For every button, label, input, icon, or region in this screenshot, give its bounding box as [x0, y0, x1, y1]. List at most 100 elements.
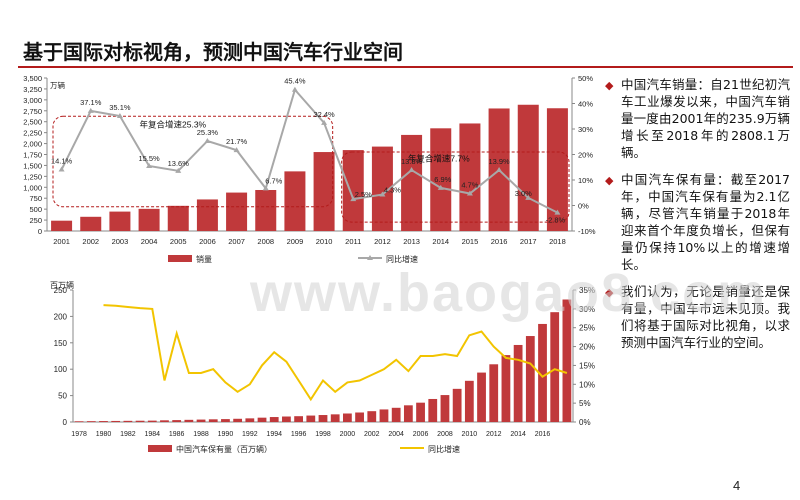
right-tick-label: 35% [579, 286, 595, 295]
ownership-bar [147, 420, 157, 422]
ownership-bar [501, 355, 511, 422]
ownership-bar [440, 395, 450, 422]
ownership-bar [306, 415, 316, 422]
growth-marker [437, 184, 444, 190]
ownership-bar [538, 323, 547, 422]
ownership-bar [428, 398, 438, 422]
ownership-bar [318, 415, 328, 422]
ownership-bar [403, 405, 413, 422]
diamond-bullet-icon: ◆ [605, 286, 614, 299]
ownership-bar [135, 420, 145, 422]
growth-data-label: -2.8% [546, 216, 566, 225]
diamond-bullet-icon: ◆ [605, 174, 614, 187]
growth-marker [58, 166, 65, 172]
growth-marker [146, 162, 153, 168]
left-tick-label: 3,500 [23, 74, 42, 83]
sales-bar [546, 108, 568, 231]
growth-marker [175, 167, 182, 173]
bullet-text: 中国汽车保有量：截至2017年，中国汽车保有量为2.1亿辆，尽管汽车销量于201… [621, 172, 790, 272]
growth-marker [87, 107, 94, 113]
growth-marker [321, 119, 328, 125]
right-tick-label: 15% [579, 361, 595, 370]
left-tick-label: 1,000 [23, 183, 42, 192]
growth-data-label: 15.5% [138, 154, 160, 163]
growth-marker [116, 112, 123, 118]
ownership-bar [99, 421, 108, 422]
x-tick-label: 2000 [340, 431, 356, 438]
left-tick-label: 50 [58, 392, 67, 401]
sales-bar [255, 189, 277, 231]
x-tick-label: 2012 [374, 237, 391, 246]
x-tick-label: 2003 [112, 237, 129, 246]
legend-label-sales: 销量 [196, 254, 212, 264]
growth-data-label: 14.1% [51, 157, 73, 166]
growth-line [60, 87, 558, 214]
bullet-item-outlook: ◆ 我们认为，无论是销量还是保有量，中国车市远未见顶。我们将基于国际对比视角，以… [605, 283, 790, 351]
growth-marker [379, 191, 386, 197]
page-title: 基于国际对标视角，预测中国汽车行业空间 [23, 40, 403, 64]
ownership-bar [513, 344, 523, 422]
growth-marker [262, 185, 269, 191]
ownership-bar [391, 407, 401, 422]
ownership-bar [245, 418, 255, 422]
x-tick-label: 2014 [432, 237, 449, 246]
growth-data-label: 4.3% [384, 186, 401, 195]
left-tick-label: 1,750 [23, 151, 42, 160]
cagr-box-2011-2018 [341, 151, 570, 223]
growth-marker [554, 209, 561, 215]
ownership-bar [477, 372, 486, 422]
ownership-bar [86, 421, 96, 422]
x-tick-label: 1984 [144, 431, 160, 438]
x-tick-label: 2010 [462, 431, 478, 438]
cagr-annotation: 年复合增速7.7% [408, 153, 470, 163]
bullet-list: ◆ 中国汽车销量：自21世纪初汽车工业爆发以来，中国汽车销量一度由2001年的2… [605, 76, 790, 361]
ownership-bar [233, 418, 243, 422]
x-tick-label: 1986 [169, 431, 185, 438]
sales-bar [196, 199, 218, 231]
x-tick-label: 2008 [437, 431, 453, 438]
x-tick-label: 2015 [462, 237, 479, 246]
ownership-bar [123, 420, 133, 422]
cagr-annotation: 年复合增速25.3% [140, 120, 207, 130]
sales-bar [517, 104, 539, 231]
left-tick-label: 2,250 [23, 129, 42, 138]
legend-label-growth: 同比增速 [428, 444, 460, 454]
sales-bar [109, 211, 131, 231]
x-tick-label: 1988 [193, 431, 209, 438]
left-tick-label: 0 [38, 227, 42, 236]
left-tick-label: 1,500 [23, 161, 42, 170]
growth-data-label: 6.7% [265, 176, 282, 185]
ownership-bar [282, 416, 291, 422]
growth-marker [291, 86, 298, 92]
x-tick-label: 2018 [549, 237, 566, 246]
bullet-text: 我们认为，无论是销量还是保有量，中国车市远未见顶。我们将基于国际对比视角，以求预… [621, 284, 790, 350]
ownership-bar [416, 402, 425, 422]
bullet-text: 中国汽车销量：自21世纪初汽车工业爆发以来，中国汽车销量一度由2001年的235… [621, 77, 790, 160]
legend-swatch-ownership [148, 445, 172, 452]
x-tick-label: 2009 [287, 237, 304, 246]
ownership-bar [74, 421, 84, 422]
legend-label-ownership: 中国汽车保有量（百万辆） [176, 444, 272, 454]
right-tick-label: 10% [578, 176, 593, 185]
growth-marker [525, 194, 532, 200]
growth-data-label: 13.6% [168, 159, 190, 168]
sales-bar [459, 123, 481, 231]
left-tick-label: 2,500 [23, 118, 42, 127]
left-tick-label: 1,250 [23, 172, 42, 181]
right-tick-label: 40% [578, 100, 593, 109]
x-tick-label: 2016 [491, 237, 508, 246]
x-tick-label: 1994 [266, 431, 282, 438]
x-tick-label: 1982 [120, 431, 136, 438]
ownership-bar [343, 413, 352, 422]
legend-label-growth: 同比增速 [386, 254, 418, 264]
ownership-bar [111, 420, 121, 422]
x-tick-label: 1998 [315, 431, 331, 438]
title-divider [18, 66, 793, 68]
sales-bar [51, 220, 73, 231]
x-tick-label: 1996 [291, 431, 307, 438]
cagr-box-2001-2010 [52, 115, 334, 208]
right-tick-label: 30% [578, 125, 593, 134]
x-tick-label: 2013 [403, 237, 420, 246]
x-tick-label: 2008 [257, 237, 274, 246]
x-tick-label: 1992 [242, 431, 258, 438]
